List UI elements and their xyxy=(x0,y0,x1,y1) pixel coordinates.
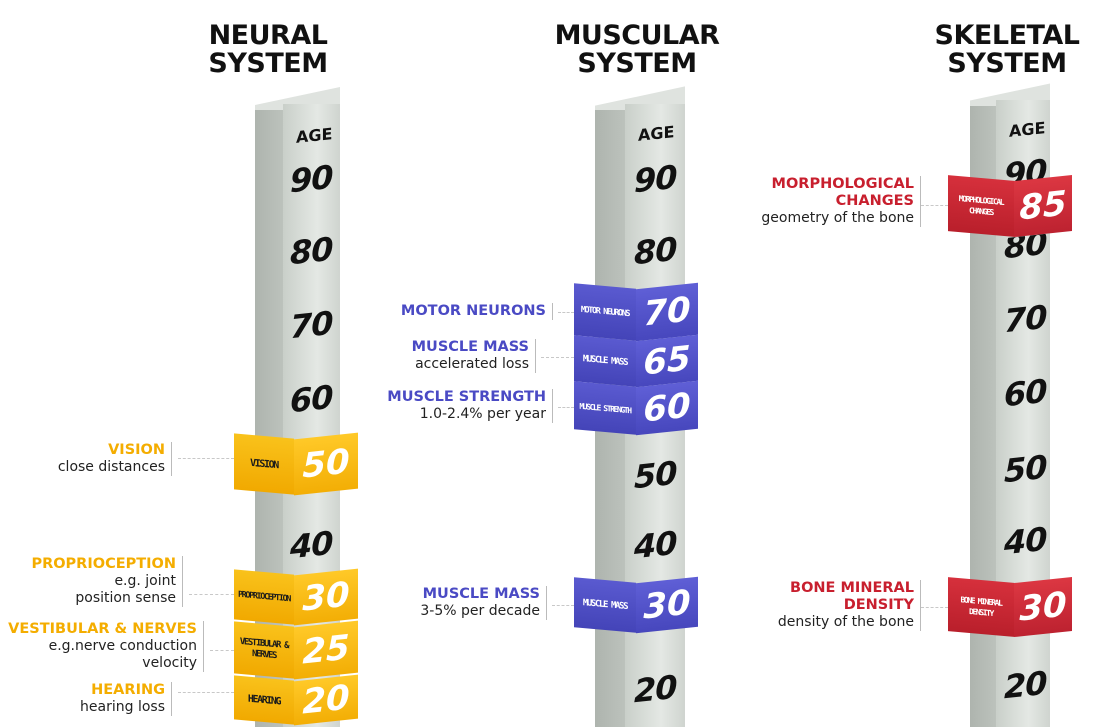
band-label: MORPHOLOGICAL CHANGES xyxy=(948,175,1014,237)
age-label: AGE xyxy=(1009,118,1046,141)
vision-band: VISION 50 xyxy=(234,432,358,496)
band-age-value: 20 xyxy=(294,674,358,726)
age-tick: 90 xyxy=(634,157,677,201)
age-tick: 80 xyxy=(290,229,333,273)
band-age-value: 50 xyxy=(294,432,358,496)
band-age-value: 85 xyxy=(1014,174,1072,238)
motor-neurons-callout: MOTOR NEURONS xyxy=(401,303,553,320)
connector xyxy=(558,312,574,313)
age-tick: 70 xyxy=(290,303,333,347)
callout-heading: VISION xyxy=(108,442,165,458)
callout-desc: e.g.nerve conduction velocity xyxy=(48,638,197,671)
band-label: MOTOR NEURONS xyxy=(574,283,636,341)
neural-system-title: NEURAL SYSTEM xyxy=(158,22,378,78)
band-age-value: 70 xyxy=(636,282,698,342)
connector xyxy=(178,458,234,459)
age-label: AGE xyxy=(638,122,675,145)
bone-mineral-density-band: BONE MINERAL DENSITY 30 xyxy=(948,576,1072,638)
band-age-value: 60 xyxy=(636,380,698,436)
connector xyxy=(921,607,948,608)
band-label: HEARING xyxy=(234,675,294,725)
callout-desc: 3-5% per decade xyxy=(420,603,540,619)
band-age-value: 25 xyxy=(294,620,358,680)
callout-desc: close distances xyxy=(57,459,165,475)
morphological-changes-band: MORPHOLOGICAL CHANGES 85 xyxy=(948,174,1072,238)
muscle-strength-band: MUSCLE STRENGTH 60 xyxy=(574,380,698,436)
proprioception-callout: PROPRIOCEPTION e.g. joint position sense xyxy=(0,556,183,607)
age-tick: 40 xyxy=(290,523,333,567)
motor-neurons-band: MOTOR NEURONS 70 xyxy=(574,282,698,342)
connector xyxy=(210,650,234,651)
connector xyxy=(558,407,574,408)
age-label: AGE xyxy=(296,124,333,147)
callout-heading: MORPHOLOGICAL CHANGES xyxy=(771,176,914,209)
band-age-value: 30 xyxy=(294,568,358,626)
title-line: SYSTEM xyxy=(577,48,697,79)
title-line: SKELETAL xyxy=(934,20,1080,51)
callout-heading: BONE MINERAL DENSITY xyxy=(790,580,914,613)
title-line: MUSCULAR xyxy=(554,20,720,51)
proprioception-band: PROPRIOCEPTION 30 xyxy=(234,568,358,626)
band-label: MUSCLE STRENGTH xyxy=(574,381,636,435)
callout-desc: geometry of the bone xyxy=(761,210,914,226)
band-age-value: 65 xyxy=(636,334,698,388)
callout-heading: MOTOR NEURONS xyxy=(400,303,546,319)
callout-desc: hearing loss xyxy=(80,699,165,715)
muscle-strength-callout: MUSCLE STRENGTH 1.0-2.4% per year xyxy=(387,389,553,423)
age-tick: 70 xyxy=(1004,297,1047,341)
callout-heading: MUSCLE STRENGTH xyxy=(387,389,546,405)
callout-desc: e.g. joint position sense xyxy=(75,573,176,606)
band-label: MUSCLE MASS xyxy=(574,577,636,633)
callout-desc: accelerated loss xyxy=(415,356,529,372)
age-tick: 40 xyxy=(634,523,677,567)
muscle-mass-band-30: MUSCLE MASS 30 xyxy=(574,576,698,634)
callout-heading: MUSCLE MASS xyxy=(422,586,540,602)
callout-heading: HEARING xyxy=(91,682,165,698)
title-line: SYSTEM xyxy=(947,48,1067,79)
callout-desc: density of the bone xyxy=(777,614,914,630)
age-tick: 60 xyxy=(1004,371,1047,415)
band-label: VISION xyxy=(234,433,294,495)
age-tick: 90 xyxy=(290,157,333,201)
muscular-system-title: MUSCULAR SYSTEM xyxy=(527,22,747,78)
connector xyxy=(178,692,234,693)
connector xyxy=(189,594,234,595)
muscle-mass-decade-callout: MUSCLE MASS 3-5% per decade xyxy=(420,586,547,620)
title-line: SYSTEM xyxy=(208,48,328,79)
hearing-band: HEARING 20 xyxy=(234,674,358,726)
band-age-value: 30 xyxy=(1014,576,1072,638)
muscle-mass-band: MUSCLE MASS 65 xyxy=(574,334,698,388)
vestibular-callout: VESTIBULAR & NERVES e.g.nerve conduction… xyxy=(0,621,204,672)
age-tick: 20 xyxy=(1004,663,1047,707)
age-tick: 50 xyxy=(1004,447,1047,491)
vision-callout: VISION close distances xyxy=(58,442,172,476)
age-tick: 20 xyxy=(634,667,677,711)
callout-desc: 1.0-2.4% per year xyxy=(419,406,546,422)
connector xyxy=(921,205,948,206)
band-label: VESTIBULAR & NERVES xyxy=(234,621,294,679)
bone-mineral-density-callout: BONE MINERAL DENSITY density of the bone xyxy=(744,580,921,631)
callout-heading: PROPRIOCEPTION xyxy=(31,556,176,572)
band-label: BONE MINERAL DENSITY xyxy=(948,577,1014,637)
hearing-callout: HEARING hearing loss xyxy=(80,682,172,716)
age-tick: 50 xyxy=(634,453,677,497)
vestibular-band: VESTIBULAR & NERVES 25 xyxy=(234,620,358,680)
band-age-value: 30 xyxy=(636,576,698,634)
age-tick: 40 xyxy=(1004,519,1047,563)
callout-heading: VESTIBULAR & NERVES xyxy=(8,621,197,637)
connector xyxy=(552,605,574,606)
connector xyxy=(541,357,574,358)
skeletal-system-title: SKELETAL SYSTEM xyxy=(897,22,1099,78)
age-tick: 60 xyxy=(290,377,333,421)
morphological-changes-callout: MORPHOLOGICAL CHANGES geometry of the bo… xyxy=(724,176,921,227)
band-label: PROPRIOCEPTION xyxy=(234,569,294,625)
age-tick: 80 xyxy=(634,229,677,273)
title-line: NEURAL xyxy=(208,20,328,51)
muscle-mass-callout: MUSCLE MASS accelerated loss xyxy=(412,339,536,373)
band-label: MUSCLE MASS xyxy=(574,335,636,387)
callout-heading: MUSCLE MASS xyxy=(411,339,529,355)
